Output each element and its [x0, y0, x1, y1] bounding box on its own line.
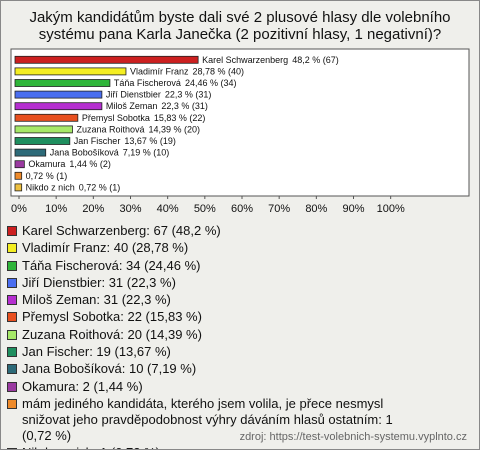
- bar-label: Vladimír Franz 28,78 % (40): [130, 66, 244, 76]
- legend-label: Jiří Dienstbier: 31 (22,3 %): [22, 274, 176, 290]
- legend-swatch: [7, 381, 17, 392]
- bar: [14, 113, 79, 122]
- legend-item: Jan Fischer: 19 (13,67 %): [7, 344, 417, 360]
- bar-category: Zuzana Roithová: [76, 124, 144, 134]
- bar-value-label: 22,3 % (31): [165, 90, 212, 100]
- bar-category: Jan Fischer: [74, 136, 121, 146]
- x-tick-label: 30%: [119, 203, 141, 215]
- bar-value-label: 0,72 % (1): [26, 171, 68, 181]
- bar-category: Táňa Fischerová: [114, 78, 181, 88]
- bar: [14, 183, 23, 192]
- legend-swatch: [7, 260, 17, 271]
- bar-category: Přemysl Sobotka: [82, 113, 150, 123]
- bar-value-label: 28,78 % (40): [192, 66, 244, 76]
- bar-category: Nikdo z nich: [26, 182, 75, 192]
- bar: [14, 79, 111, 87]
- bar-label: Jana Bobošíková 7,19 % (10): [50, 148, 170, 158]
- source: zdroj: https://test-volebnich-systemu.vy…: [239, 431, 467, 443]
- x-tick-label: 10%: [45, 203, 67, 215]
- legend-swatch: [7, 277, 17, 288]
- legend-item: Vladimír Franz: 40 (28,78 %): [7, 240, 417, 256]
- bar-label: Nikdo z nich 0,72 % (1): [26, 182, 121, 192]
- bar-value-label: 7,19 % (10): [123, 148, 170, 158]
- legend-label: Zuzana Roithová: 20 (14,39 %): [22, 326, 202, 342]
- legend-item: Miloš Zeman: 31 (22,3 %): [7, 292, 417, 308]
- bar-value-label: 48,2 % (67): [292, 55, 339, 65]
- bar-value-label: 22,3 % (31): [161, 101, 208, 111]
- legend-swatch: [7, 347, 17, 358]
- bar: [14, 148, 47, 157]
- bar-value-label: 15,83 % (22): [154, 113, 206, 123]
- bar-label: Karel Schwarzenberg 48,2 % (67): [202, 55, 339, 65]
- bar-category: Miloš Zeman: [106, 101, 158, 111]
- bar-label: Okamura 1,44 % (2): [28, 159, 111, 169]
- bar-category: Okamura: [28, 159, 65, 169]
- legend-swatch: [7, 312, 17, 323]
- bar: [14, 67, 127, 76]
- bar-category: Vladimír Franz: [130, 66, 189, 76]
- bar-value-label: 1,44 % (2): [69, 159, 111, 169]
- bar-label: 0,72 % (1): [26, 171, 68, 181]
- bar: [14, 171, 23, 180]
- bar-label: Přemysl Sobotka 15,83 % (22): [82, 113, 206, 123]
- bar: [14, 137, 71, 145]
- bar-label: Miloš Zeman 22,3 % (31): [106, 101, 208, 111]
- legend-item: Táňa Fischerová: 34 (24,46 %): [7, 258, 417, 274]
- legend-label: Jan Fischer: 19 (13,67 %): [22, 344, 171, 360]
- chart-title: Jakým kandidátům byste dali své 2 plusov…: [29, 9, 451, 43]
- x-tick-label: 0%: [11, 203, 27, 215]
- legend-swatch: [7, 398, 17, 409]
- bar-label: Jan Fischer 13,67 % (19): [74, 136, 176, 146]
- legend-label: Vladimír Franz: 40 (28,78 %): [22, 240, 189, 256]
- legend-label: Okamura: 2 (1,44 %): [22, 378, 143, 394]
- legend-label: mám jediného kandidáta, kterého jsem vol…: [22, 395, 393, 443]
- legend: Karel Schwarzenberg: 67 (48,2 %) Vladimír…: [7, 223, 417, 449]
- bar-label: Zuzana Roithová 14,39 % (20): [76, 124, 200, 134]
- bar: [14, 55, 199, 64]
- x-tick-label: 60%: [231, 203, 253, 215]
- legend-label: Karel Schwarzenberg: 67 (48,2 %): [22, 223, 221, 238]
- bar-value-label: 13,67 % (19): [124, 136, 176, 146]
- bar: [14, 102, 103, 111]
- legend-label: Miloš Zeman: 31 (22,3 %): [22, 292, 171, 308]
- bar-label: Jiří Dienstbier 22,3 % (31): [106, 90, 212, 100]
- legend-item: mám jediného kandidáta, kterého jsem vol…: [7, 396, 417, 444]
- legend-item: Nikdo z nich: 1 (0,72 %): [7, 445, 417, 449]
- legend-swatch: [7, 364, 17, 375]
- legend-item: Okamura: 2 (1,44 %): [7, 379, 417, 395]
- x-tick-label: 90%: [342, 203, 364, 215]
- bar: [14, 160, 25, 169]
- bar-category: Jiří Dienstbier: [106, 90, 161, 100]
- bar: [14, 125, 73, 134]
- legend-label: Jana Bobošíková: 10 (7,19 %): [22, 361, 197, 377]
- legend-item: Karel Schwarzenberg: 67 (48,2 %): [7, 223, 417, 239]
- legend-item: Zuzana Roithová: 20 (14,39 %): [7, 327, 417, 343]
- bar-value-label: 14,39 % (20): [149, 124, 201, 134]
- x-tick-label: 80%: [305, 203, 327, 215]
- bar-category: Karel Schwarzenberg: [202, 55, 288, 65]
- x-tick-label: 50%: [194, 203, 216, 215]
- x-tick-label: 70%: [268, 203, 290, 215]
- legend-item: Jiří Dienstbier: 31 (22,3 %): [7, 275, 417, 291]
- legend-swatch: [7, 448, 17, 449]
- legend-label: Přemysl Sobotka: 22 (15,83 %): [22, 309, 202, 325]
- legend-swatch: [7, 329, 17, 340]
- x-tick-label: 20%: [82, 203, 104, 215]
- legend-item: Jana Bobošíková: 10 (7,19 %): [7, 361, 417, 377]
- legend-swatch: [7, 226, 17, 236]
- bar-value-label: 24,46 % (34): [185, 78, 237, 88]
- x-tick-label: 40%: [157, 203, 179, 215]
- legend-swatch: [7, 295, 17, 306]
- legend-item: Přemysl Sobotka: 22 (15,83 %): [7, 309, 417, 325]
- bar-label: Táňa Fischerová 24,46 % (34): [114, 78, 237, 88]
- bar: [14, 90, 103, 99]
- legend-label: Táňa Fischerová: 34 (24,46 %): [22, 257, 201, 273]
- x-tick-label: 100%: [377, 203, 405, 215]
- legend-swatch: [7, 243, 17, 254]
- bar-value-label: 0,72 % (1): [79, 182, 121, 192]
- bar-category: Jana Bobošíková: [50, 148, 119, 158]
- legend-label: Nikdo z nich: 1 (0,72 %): [22, 445, 160, 449]
